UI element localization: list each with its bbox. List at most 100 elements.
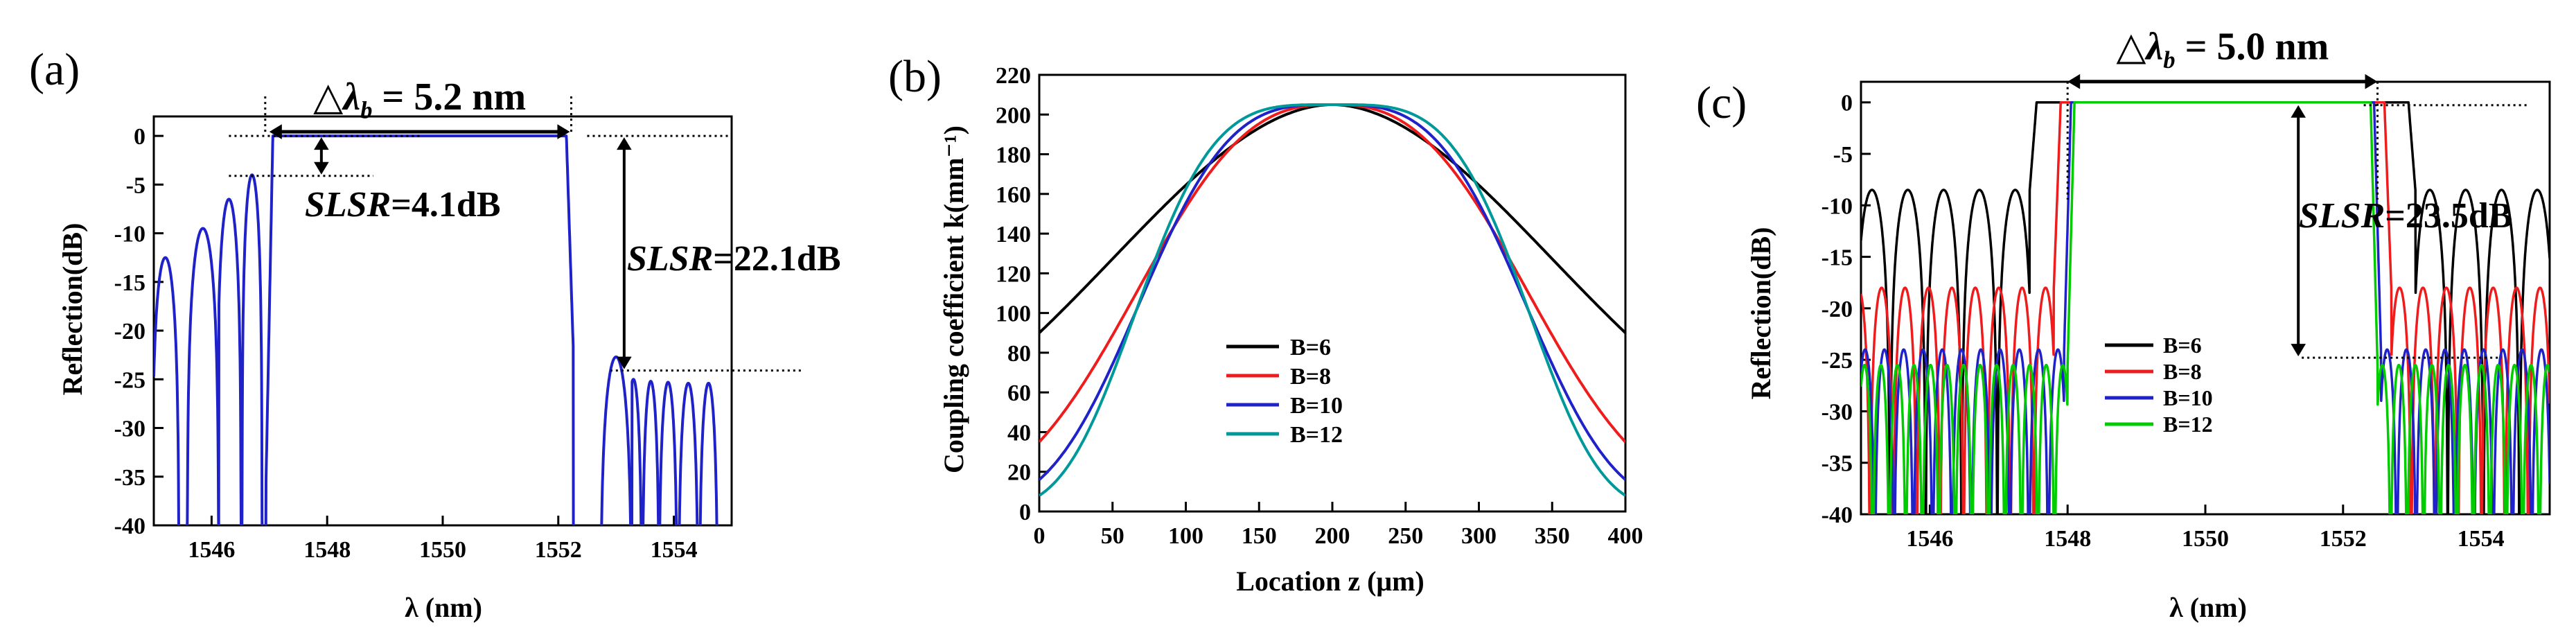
panel-b-xlabel: Location z (μm)	[1236, 566, 1424, 597]
panel-b-legend-label-B=12: B=12	[1290, 422, 1343, 448]
panel-c-legend: B=6B=8B=10B=12	[2105, 333, 2213, 437]
panel-b-legend-label-B=10: B=10	[1290, 393, 1343, 419]
panel-b-ytick-label-10: 200	[996, 103, 1031, 128]
panel-a-ytick-label-0: 0	[134, 124, 145, 150]
panel-a-slsr-right-arrow-up	[617, 137, 632, 150]
panel-a-slsr-right-arrow-down	[617, 356, 632, 369]
panel-c-ytick-label-5: -25	[1821, 348, 1853, 374]
panel-c-annotations: △λb = 5.0 nm SLSR=23.5dB	[2066, 26, 2530, 359]
panel-c-legend-label-B=6: B=6	[2163, 333, 2202, 358]
panel-c-series	[1861, 100, 2550, 514]
panel-b-xtick-label-7: 350	[1535, 523, 1570, 549]
panel-b-series-B=8	[1039, 103, 1625, 444]
panel-b-series-B=6	[1039, 103, 1625, 334]
panel-a-ytick-label-8: -40	[114, 514, 145, 539]
panel-a-bw-label: △λb = 5.2 nm	[313, 76, 526, 123]
panel-c-slsr-arrow-down	[2291, 344, 2306, 357]
panel-b-ytick-label-2: 40	[1007, 420, 1031, 446]
panel-a-ytick-label-6: -30	[114, 417, 145, 442]
panel-label-b: (b)	[888, 51, 942, 102]
panel-c-bw-arrow-left	[2067, 73, 2081, 89]
panel-a-xtick-label-3: 1552	[535, 537, 582, 563]
panel-a-ytick-label-3: -15	[114, 270, 145, 296]
panel-a: (a) 1546 1548 1550 1552 1554 0 -5 -10 -15 -20 -25 -…	[29, 44, 841, 623]
panel-a-bw-arrow-right	[557, 124, 570, 139]
panel-b-xtick-label-1: 50	[1101, 523, 1124, 549]
panel-c-slsr-label: SLSR=23.5dB	[2299, 196, 2513, 236]
panel-c-ytick-label-8: -40	[1821, 502, 1853, 528]
panel-c-ytick-label-6: -30	[1821, 399, 1853, 425]
panel-a-ytick-label-7: -35	[114, 465, 145, 491]
panel-b-series	[1039, 103, 1625, 497]
panel-a-ytick-label-1: -5	[126, 173, 145, 198]
panel-b-xtick-label-3: 150	[1242, 523, 1277, 549]
panel-c-legend-label-B=10: B=10	[2163, 385, 2213, 410]
panel-b-xtick-label-0: 0	[1034, 523, 1046, 549]
panel-a-xtick-label-0: 1546	[188, 537, 235, 563]
panel-a-slsr-left-label: SLSR=4.1dB	[305, 185, 501, 225]
panel-a-xtick-label-2: 1550	[419, 537, 466, 563]
panel-b-ytick-label-7: 140	[996, 222, 1031, 247]
panel-c-bw-arrow-right	[2365, 73, 2378, 89]
panel-c-ytick-label-7: -35	[1821, 451, 1853, 477]
panel-b-ticks: 0 50 100 150 200 250 300 350 400 0 20 40 60 80 100 120 1…	[996, 63, 1643, 549]
panel-a-ytick-label-5: -25	[114, 367, 145, 393]
panel-c-slsr-arrow-up	[2291, 105, 2306, 118]
panel-c-xlabel: λ (nm)	[2169, 592, 2247, 623]
panel-b-ytick-label-9: 180	[996, 143, 1031, 168]
panel-b-legend-label-B=8: B=8	[1290, 364, 1331, 390]
panel-a-series	[154, 134, 718, 525]
panel-c-xtick-label-3: 1552	[2320, 526, 2367, 552]
panel-b-ytick-label-8: 160	[996, 182, 1031, 208]
panel-a-series-line	[154, 134, 718, 525]
panel-c-ytick-label-3: -15	[1821, 245, 1853, 271]
panel-b-ylabel: Coupling coefficient k(mm⁻¹)	[938, 125, 969, 473]
panel-b-ytick-label-6: 120	[996, 261, 1031, 287]
panel-a-slsr-left-arrow-down	[314, 161, 329, 175]
panel-a-annotations: △λb = 5.2 nm SLSR=4.1dB SLSR=22.1dB	[229, 76, 841, 372]
panel-label-c: (c)	[1696, 78, 1747, 128]
panel-b-xtick-label-6: 300	[1461, 523, 1497, 549]
panel-c-xtick-label-4: 1554	[2458, 526, 2505, 552]
panel-a-xtick-label-1: 1548	[303, 537, 351, 563]
panel-label-a: (a)	[29, 44, 80, 95]
panel-c-ytick-label-2: -10	[1821, 193, 1853, 219]
panel-b-ytick-label-11: 220	[996, 63, 1031, 89]
panel-b-xtick-label-2: 100	[1168, 523, 1203, 549]
panel-b-ytick-label-0: 0	[1019, 500, 1031, 525]
panel-c-xtick-label-1: 1548	[2044, 526, 2091, 552]
panel-b-ytick-label-1: 20	[1007, 460, 1031, 486]
panel-a-ytick-label-4: -20	[114, 319, 145, 344]
panel-c-ylabel: Reflection(dB)	[1745, 227, 1776, 400]
panel-b: (b) 0 50 100 150 200 250 300 350 400 0 20 40 60 80 100…	[888, 51, 1643, 597]
panel-c-bw-label: △λb = 5.0 nm	[2116, 26, 2329, 73]
panel-c-ytick-label-1: -5	[1833, 142, 1853, 168]
panel-a-ytick-label-2: -10	[114, 222, 145, 247]
panel-c-ticks: 1546 1548 1550 1552 1554 0 -5 -10 -15 -20 -25 -30 -3…	[1821, 91, 2505, 552]
panel-c-ytick-label-4: -20	[1821, 297, 1853, 322]
panel-c-xtick-label-2: 1550	[2182, 526, 2229, 552]
panel-b-xtick-label-4: 200	[1315, 523, 1350, 549]
panel-b-xtick-label-8: 400	[1608, 523, 1643, 549]
panel-a-slsr-left-arrow-up	[314, 137, 329, 150]
panel-a-xtick-label-4: 1554	[651, 537, 698, 563]
panel-b-ytick-label-3: 60	[1007, 380, 1031, 406]
panel-b-ytick-label-5: 100	[996, 301, 1031, 327]
panel-c: (c) 1546 1548 1550 1552 1554 0 -5 -10 -15 -20 -25 -…	[1696, 26, 2551, 623]
panel-a-ticks: 1546 1548 1550 1552 1554 0 -5 -10 -15 -20 -25 -30 -3…	[114, 124, 698, 563]
panel-c-legend-label-B=8: B=8	[2163, 359, 2202, 384]
panel-c-series-B=12	[1861, 100, 2550, 514]
panel-b-legend-label-B=6: B=6	[1290, 335, 1331, 360]
panel-a-bw-arrow-left	[269, 124, 282, 139]
panel-b-ytick-label-4: 80	[1007, 341, 1031, 367]
panel-c-xtick-label-0: 1546	[1906, 526, 1953, 552]
panel-a-slsr-right-label: SLSR=22.1dB	[627, 239, 841, 279]
panel-c-ytick-label-0: 0	[1841, 91, 1853, 116]
panel-a-ylabel: Reflection(dB)	[57, 223, 88, 396]
panel-b-legend: B=6 B=8 B=10 B=12	[1226, 335, 1343, 448]
panel-a-xlabel: λ (nm)	[405, 592, 482, 623]
panel-b-series-B=12	[1039, 103, 1625, 497]
panel-c-legend-label-B=12: B=12	[2163, 412, 2213, 437]
panel-b-xtick-label-5: 250	[1388, 523, 1423, 549]
